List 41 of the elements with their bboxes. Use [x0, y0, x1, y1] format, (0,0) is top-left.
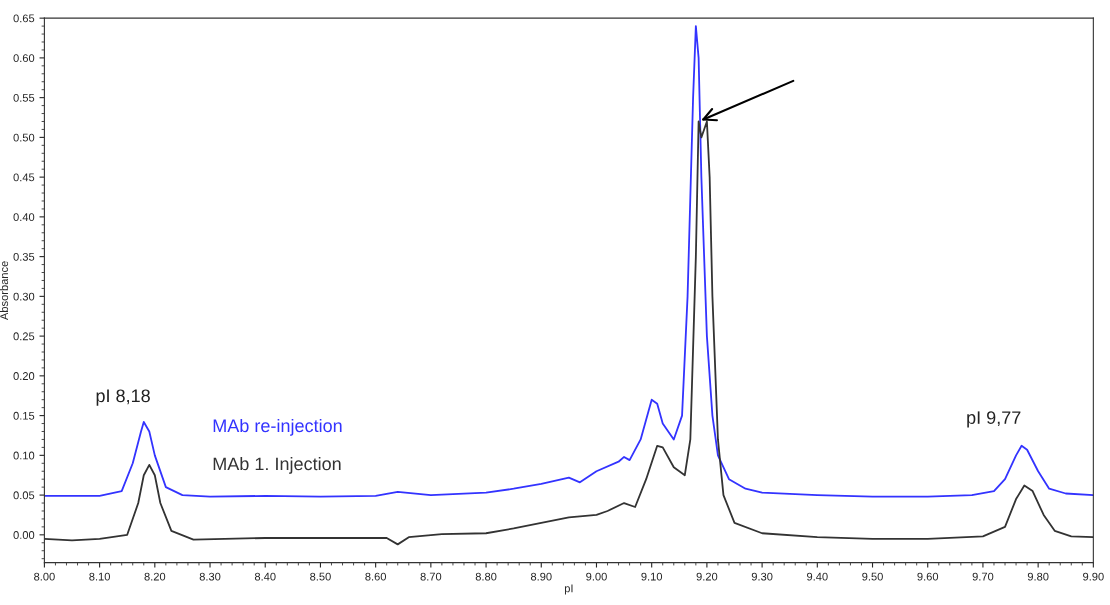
text: MAb re-injection — [213, 418, 342, 436]
y-tick-label: 0.15 — [13, 411, 35, 420]
x-tick-label: 8.50 — [310, 572, 331, 581]
x-tick-label: 8.70 — [420, 572, 442, 581]
x-tick-label: 8.90 — [530, 572, 552, 581]
x-tick-label: 9.00 — [586, 572, 607, 581]
y-tick-label: 0.45 — [13, 173, 35, 182]
x-tick-label: 8.30 — [199, 572, 221, 581]
x-tick-label: 8.40 — [254, 572, 276, 581]
y-axis-title: Absorbance — [0, 261, 9, 321]
y-tick-label: 0.65 — [13, 14, 35, 23]
annotation: pI 8,18 — [96, 389, 150, 406]
x-tick-label: 8.00 — [34, 572, 55, 581]
y-tick-label: 0.10 — [13, 451, 35, 460]
y-tick-label: 0.50 — [13, 133, 35, 142]
x-tick-label: 8.20 — [144, 572, 166, 581]
y-tick-label: 0.55 — [13, 93, 35, 102]
line-series — [44, 25, 1094, 498]
y-tick-label: 0.20 — [13, 372, 35, 380]
y-tick-label: 0.60 — [13, 54, 35, 63]
x-tick-label: 8.10 — [89, 572, 110, 581]
y-tick-label: 0.25 — [13, 332, 35, 341]
y-tick-label: 0.30 — [13, 292, 35, 301]
x-tick-label: 9.70 — [972, 572, 994, 581]
y-tick-label: 0.05 — [13, 491, 35, 500]
y-tick-label: 0.00 — [13, 531, 35, 539]
x-tick-label: 9.90 — [1083, 572, 1104, 581]
x-tick-label: 9.80 — [1027, 572, 1049, 581]
x-tick-label: 9.40 — [807, 572, 828, 581]
x-tick-label: 9.30 — [751, 572, 773, 581]
x-tick-label: 9.60 — [917, 572, 939, 581]
x-tick-label: 8.60 — [365, 572, 387, 581]
y-tick-label: 0.40 — [13, 213, 35, 222]
x-tick-label: 9.50 — [862, 572, 883, 581]
x-axis-title: pI — [564, 584, 573, 595]
x-tick-label: 9.20 — [696, 572, 718, 581]
y-tick-label: 0.35 — [13, 252, 35, 261]
x-tick-label: 9.10 — [641, 572, 663, 581]
annotation: pI 9,77 — [967, 411, 1021, 428]
x-tick-label: 8.80 — [475, 572, 497, 581]
text: MAb 1. Injection — [213, 457, 341, 474]
